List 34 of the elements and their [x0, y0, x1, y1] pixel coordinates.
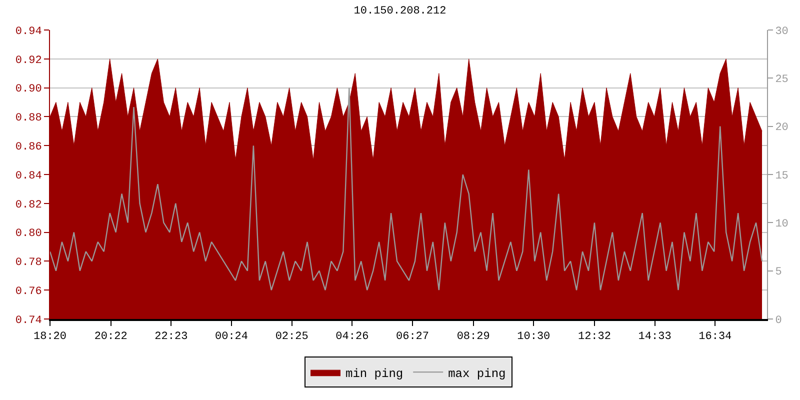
x-tick-label: 18:20	[33, 331, 67, 344]
y2-tick-label: 10	[775, 218, 788, 231]
y2-tick-label: 0	[775, 314, 782, 327]
y-tick-label: 0.90	[15, 84, 42, 96]
y2-tick-label: 5	[775, 266, 782, 279]
y2-tick-label: 15	[775, 170, 788, 182]
x-tick-label: 04:26	[336, 331, 369, 344]
x-tick-label: 12:32	[578, 331, 611, 344]
y-tick-label: 0.94	[15, 26, 42, 38]
y-tick-label: 0.82	[15, 199, 42, 212]
y2-tick-label: 20	[775, 122, 788, 134]
y-tick-label: 0.84	[15, 170, 42, 182]
line-series	[50, 87, 763, 291]
chart-title: 10.150.208.212	[354, 6, 446, 18]
x-tick-label: 06:27	[396, 331, 429, 344]
x-tick-label: 20:22	[94, 331, 128, 344]
x-tick-label: 08:29	[456, 331, 490, 344]
y-tick-label: 0.78	[15, 257, 42, 270]
y-tick-label: 0.80	[15, 228, 42, 240]
x-tick-label: 16:34	[698, 331, 732, 344]
y-tick-label: 0.74	[15, 314, 42, 327]
y-tick-label: 0.92	[15, 54, 42, 67]
y2-tick-label: 30	[775, 26, 788, 38]
x-tick-label: 10:30	[517, 331, 550, 344]
x-tick-label: 02:25	[275, 331, 308, 344]
x-tick-label: 22:23	[154, 331, 188, 344]
y-tick-label: 0.86	[15, 141, 42, 154]
legend-label: min ping	[346, 366, 404, 381]
y2-tick-label: 25	[775, 74, 788, 86]
x-tick-label: 00:24	[214, 331, 248, 344]
x-tick-label: 14:33	[638, 331, 672, 344]
y-tick-label: 0.88	[15, 112, 42, 125]
legend-label: max ping	[448, 366, 506, 381]
y-tick-label: 0.76	[15, 286, 42, 298]
